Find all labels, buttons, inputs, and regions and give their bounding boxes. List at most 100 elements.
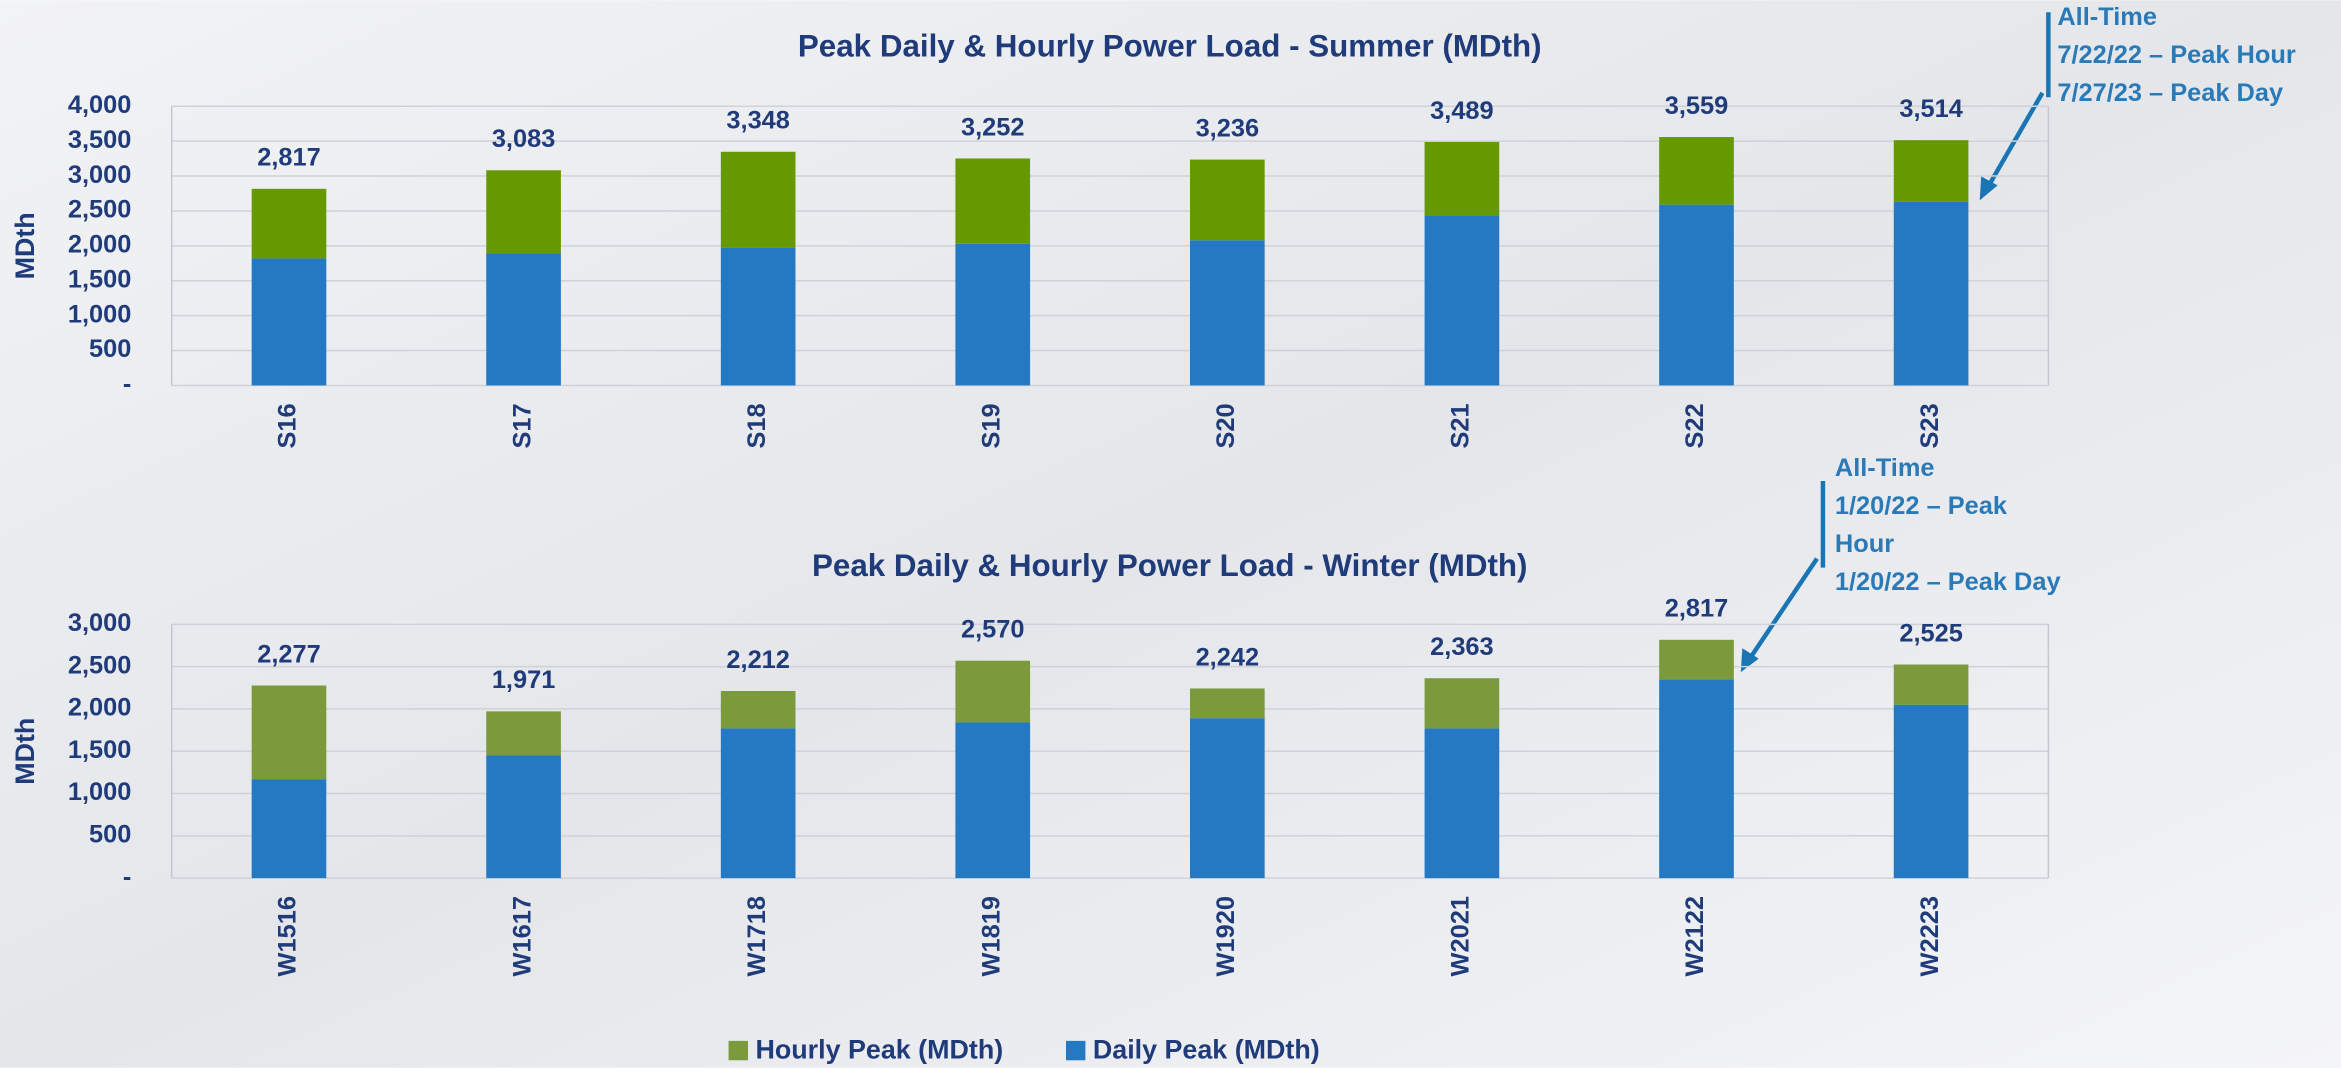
total-label: 3,348 [726, 107, 789, 135]
annotation: All-Time [2057, 3, 2157, 31]
legend-label: Daily Peak (MDth) [1093, 1034, 1320, 1064]
y-tick-label: 1,500 [68, 736, 132, 764]
total-label: 2,277 [257, 640, 321, 668]
total-label: 3,559 [1665, 92, 1729, 120]
y-tick-label: 2,000 [68, 694, 132, 722]
bar-segment [1893, 201, 1969, 386]
x-tick-label: S16 [274, 403, 302, 448]
bar-segment [1659, 679, 1734, 879]
bar-segment [251, 258, 327, 386]
legend-label: Hourly Peak (MDth) [755, 1034, 1003, 1064]
chart-title: Peak Daily & Hourly Power Load - Summer … [798, 28, 1542, 63]
y-tick-label: - [123, 370, 131, 398]
bar-segment [955, 722, 1031, 879]
annotation: 1/20/22 – Peak Day [1835, 568, 2061, 596]
x-tick-label: S18 [743, 403, 771, 448]
total-label: 2,242 [1196, 643, 1259, 671]
y-tick-label: 1,000 [68, 300, 132, 328]
y-tick-label: 1,000 [68, 778, 132, 806]
total-label: 3,236 [1196, 114, 1259, 142]
bar-segment [720, 690, 796, 729]
y-tick-label: 3,000 [68, 609, 132, 637]
y-tick-label: 500 [89, 821, 131, 849]
y-axis-label: MDth [10, 718, 40, 785]
bar-segment [1893, 704, 1969, 879]
bar-segment [720, 728, 796, 879]
annotation: 7/27/23 – Peak Day [2057, 79, 2283, 107]
bar-segment [251, 188, 327, 259]
bar-segment [486, 711, 561, 756]
x-tick-label: W1516 [274, 896, 302, 976]
arrow-head [1979, 176, 1998, 201]
bar-segment [1424, 728, 1500, 879]
bar-segment [1659, 137, 1734, 205]
total-label: 3,252 [961, 113, 1024, 141]
bar-segment [251, 685, 327, 780]
total-label: 2,363 [1430, 633, 1494, 661]
y-tick-label: 3,000 [68, 161, 132, 189]
total-label: 1,971 [492, 666, 556, 694]
y-tick-label: - [123, 863, 131, 891]
bar-segment [1190, 159, 1265, 241]
bar-segment [486, 755, 561, 879]
x-tick-label: S19 [977, 403, 1005, 448]
bar-segment [1190, 240, 1265, 386]
chart-title: Peak Daily & Hourly Power Load - Winter … [812, 548, 1528, 583]
annotation-arrow [1747, 557, 1819, 660]
total-label: 2,570 [961, 616, 1024, 644]
x-tick-label: W2122 [1681, 896, 1709, 976]
y-tick-label: 2,500 [68, 651, 132, 679]
bar-segment [955, 158, 1031, 244]
legend-swatch [1065, 1040, 1086, 1061]
x-tick-label: W2021 [1447, 896, 1475, 976]
total-label: 2,817 [1665, 595, 1729, 623]
bar-segment [486, 170, 561, 254]
annotation: 7/22/22 – Peak Hour [2057, 41, 2296, 69]
x-tick-label: W1920 [1212, 896, 1240, 976]
bar-segment [1893, 140, 1969, 202]
y-tick-label: 4,000 [68, 91, 132, 119]
x-tick-label: S20 [1212, 403, 1240, 448]
bar-segment [486, 253, 561, 386]
bar-segment [1424, 141, 1500, 216]
total-label: 3,083 [492, 125, 556, 153]
bar-segment [955, 243, 1031, 386]
x-tick-label: S21 [1447, 403, 1475, 448]
total-label: 2,212 [726, 646, 789, 674]
bar-segment [1659, 639, 1734, 680]
bar-segment [1424, 678, 1500, 729]
x-tick-label: S23 [1916, 403, 1944, 448]
x-tick-label: W1819 [977, 896, 1005, 976]
total-label: 3,514 [1899, 95, 1962, 123]
total-label: 2,525 [1899, 619, 1962, 647]
x-tick-label: W1718 [743, 896, 771, 976]
bar-segment [1190, 718, 1265, 879]
y-tick-label: 3,500 [68, 126, 132, 154]
y-axis-label: MDth [10, 212, 40, 279]
y-tick-label: 1,500 [68, 265, 132, 293]
x-tick-label: S17 [508, 403, 536, 448]
total-label: 3,489 [1430, 97, 1494, 125]
y-tick-label: 500 [89, 335, 131, 363]
bar-segment [1190, 688, 1265, 719]
bar-segment [955, 660, 1031, 723]
bar-segment [251, 779, 327, 879]
bar-segment [1659, 204, 1734, 386]
x-tick-label: W2223 [1916, 896, 1944, 976]
bar-segment [720, 247, 796, 386]
total-label: 2,817 [257, 144, 321, 172]
x-tick-label: W1617 [508, 896, 536, 976]
bar-segment [1424, 215, 1500, 386]
annotation: 1/20/22 – Peak [1835, 492, 2008, 520]
bar-segment [720, 151, 796, 248]
annotation: All-Time [1835, 454, 1935, 482]
x-tick-label: S22 [1681, 403, 1709, 448]
y-tick-label: 2,500 [68, 196, 132, 224]
y-tick-label: 2,000 [68, 231, 132, 259]
legend-swatch [728, 1040, 748, 1061]
bar-segment [1893, 664, 1969, 705]
annotation: Hour [1835, 530, 1894, 558]
